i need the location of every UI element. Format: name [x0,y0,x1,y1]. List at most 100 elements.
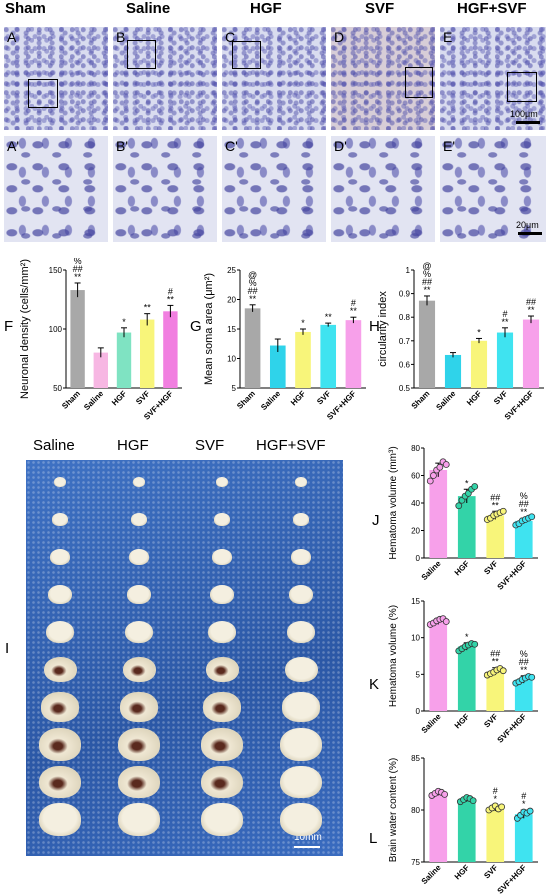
histology-zoom-e: E' 20μm [440,136,546,242]
significance-mark: ## [73,264,83,274]
significance-mark: # [521,791,526,801]
significance-mark: ## [248,286,258,296]
category-label: SVF+HGF [496,712,529,743]
brain-slice [286,620,316,644]
histology-zoom-d: D' [331,136,435,242]
category-label: Saline [420,712,443,735]
y-tick-label: 0.9 [399,290,411,299]
category-label: SVF+HGF [496,559,529,590]
histology-zoom-a: A' [4,136,108,242]
tile-label: D' [334,138,347,154]
zoom-box [127,40,156,69]
brain-slice [284,656,318,683]
zoom-box [507,72,537,102]
significance-mark: ** [520,507,528,517]
y-tick-label: 40 [411,499,420,508]
tile-label: C' [225,138,238,154]
y-tick-label: 0.6 [399,360,411,369]
significance-mark: ## [519,657,529,667]
y-tick-label: 150 [49,266,63,275]
data-point [442,461,450,468]
data-point [436,463,444,471]
brain-slice [122,656,156,683]
brain-slice [211,549,233,565]
data-point [426,477,434,485]
significance-mark: * [522,799,526,809]
category-label: HGF [453,712,471,730]
brain-slice [201,728,243,761]
histology-tile-e: E 100μm [440,27,546,130]
category-label: Saline [259,389,282,412]
brain-slice [124,620,154,644]
category-label: SVF [482,712,499,729]
y-axis-label: Brain water content (%) [388,758,399,863]
panel-label-j: J [372,512,380,529]
significance-mark: ** [325,312,333,322]
data-point [528,673,536,681]
data-point [430,472,437,479]
category-label: Sham [235,389,257,411]
bar [486,807,505,862]
brain-slice [45,620,75,644]
y-tick-label: 80 [411,806,420,815]
y-tick-label: 1 [406,266,411,275]
bar [514,520,533,558]
panel-label-h: H [369,318,380,335]
brain-slice [120,692,158,722]
bar [429,470,448,558]
photo-scale-label: 10mm [294,832,322,843]
significance-mark: * [493,794,497,804]
significance-mark: * [122,317,126,327]
category-label: Saline [82,389,105,412]
bar [140,319,155,388]
significance-mark: ## [490,492,500,502]
bar [514,814,533,862]
bar [444,354,462,388]
significance-mark: ** [527,305,535,315]
category-label: SVF [134,389,151,406]
brain-slice [130,513,148,526]
data-point [455,502,463,510]
category-label: Saline [434,389,457,412]
brain-slice [39,803,81,836]
brain-slice [201,803,243,836]
scale-bar-label: 100μm [510,109,538,119]
y-tick-label: 85 [411,754,420,763]
brain-slice [47,584,73,605]
y-tick-label: 5 [232,384,237,393]
brain-slice [128,549,150,565]
category-label: Sham [410,389,432,411]
significance-mark: # [493,786,498,796]
brain-slice [295,477,307,487]
significance-mark: * [465,478,469,488]
bar [429,793,448,862]
panel-label-f: F [4,318,14,335]
bar [70,290,85,388]
significance-mark: ** [501,317,509,327]
data-point [528,513,536,521]
significance-mark: ** [492,657,500,667]
bar [295,331,311,388]
brain-slice [280,765,322,799]
header-saline: Saline [126,0,171,17]
significance-mark: @ [422,261,431,271]
bar [345,320,362,388]
brain-slice [43,656,77,683]
significance-mark: % [423,269,431,279]
header-hgf: HGF [250,0,282,17]
panel-label-g: G [190,318,202,335]
significance-mark: ** [167,294,175,304]
histology-tile-c: C [222,27,326,130]
brain-slice [133,477,145,487]
category-label: Sham [60,389,82,411]
brain-slice [290,549,312,565]
brain-slice [292,513,310,526]
bar [269,345,286,388]
bar [496,332,514,388]
data-point [469,797,477,805]
y-tick-label: 10 [411,634,420,643]
tile-label: A' [7,138,20,154]
tile-label: B' [116,138,129,154]
category-label: Saline [420,863,443,886]
